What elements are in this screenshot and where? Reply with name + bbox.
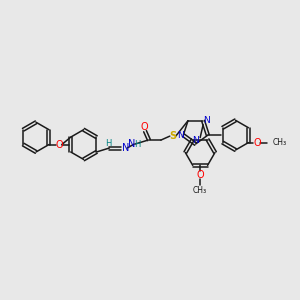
Text: N: N [177,131,184,140]
Text: O: O [140,122,148,132]
Text: N: N [122,143,129,153]
Text: S: S [169,131,176,141]
Text: H: H [134,140,140,148]
Text: N: N [203,116,209,125]
Text: O: O [196,170,204,180]
Text: H: H [105,139,112,148]
Text: O: O [254,138,261,148]
Text: CH₃: CH₃ [272,138,286,147]
Text: O: O [55,140,63,150]
Text: N: N [128,139,136,149]
Text: N: N [192,136,199,145]
Text: CH₃: CH₃ [193,186,207,195]
